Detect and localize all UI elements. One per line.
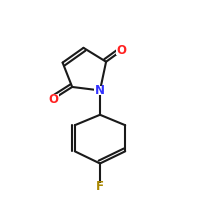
Text: F: F (96, 180, 104, 193)
FancyBboxPatch shape (95, 183, 105, 191)
Text: O: O (48, 93, 58, 106)
FancyBboxPatch shape (116, 46, 127, 55)
Text: O: O (117, 44, 127, 57)
Text: N: N (95, 84, 105, 97)
FancyBboxPatch shape (94, 86, 106, 95)
FancyBboxPatch shape (47, 94, 59, 104)
